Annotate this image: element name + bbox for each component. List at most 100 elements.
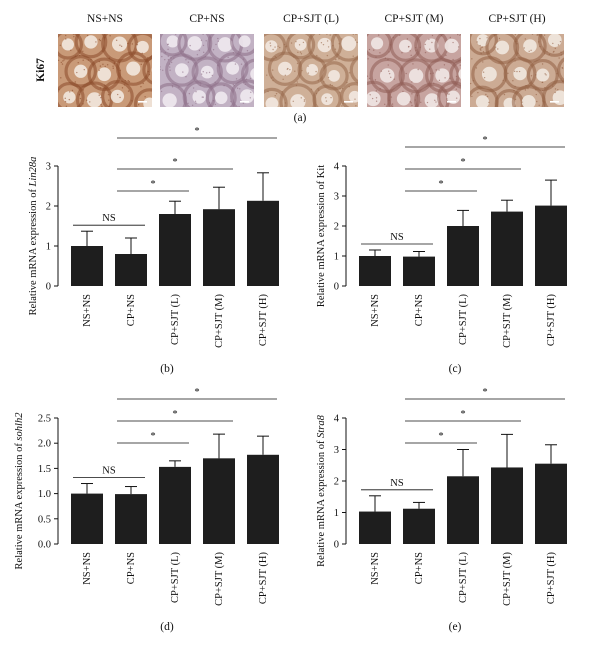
stain-dot	[250, 91, 252, 94]
stain-dot	[98, 38, 101, 41]
stain-dot	[479, 37, 481, 40]
stain-dot	[161, 55, 163, 58]
tubule-ring	[285, 34, 316, 60]
tubule-lumen	[294, 38, 307, 51]
significance-star: *	[172, 409, 177, 420]
stain-dot	[160, 66, 161, 68]
stain-dot	[426, 101, 429, 104]
stain-dot	[86, 34, 89, 37]
stain-dot	[230, 38, 232, 40]
stain-dot	[78, 54, 81, 57]
stain-dot	[212, 99, 215, 102]
ki67-row-label: Ki67	[35, 58, 47, 82]
stain-dot	[546, 51, 548, 53]
stain-dot	[79, 87, 81, 89]
stain-dot	[471, 58, 473, 60]
stain-dot	[71, 89, 74, 92]
stain-dot	[554, 88, 557, 90]
stain-dot	[185, 59, 187, 61]
stain-dot	[340, 38, 343, 40]
stain-dot	[528, 50, 530, 53]
tubule-lumen	[86, 92, 103, 107]
micrograph-image-cp-sjt-h	[470, 34, 564, 107]
tubule-ring	[425, 58, 460, 93]
stain-dot	[503, 93, 506, 96]
category-label: CP+SJT (M)	[214, 294, 225, 348]
tubule-lumen	[396, 91, 411, 106]
stain-dot	[341, 105, 343, 107]
tubule-ring	[230, 79, 254, 107]
stain-dot	[144, 96, 146, 98]
y-tick-label: 4	[334, 414, 340, 425]
stain-dot	[121, 87, 124, 89]
stain-dot	[199, 82, 202, 84]
stain-dot	[272, 69, 274, 71]
significance-star: *	[194, 126, 199, 137]
tubule-lumen	[61, 38, 74, 51]
stain-dot	[472, 79, 475, 82]
chart-e: 0 1 2 3 4 NS+NS CP+NS CP+SJT (L) CP+SJT (M) CP+SJ…	[316, 387, 567, 633]
significance-star: *	[194, 387, 199, 398]
stain-dot	[195, 91, 197, 93]
stain-dot	[482, 51, 485, 53]
bar-cp-sjt-l	[159, 214, 191, 286]
tubule-ring	[449, 59, 461, 89]
stain-dot	[401, 52, 403, 54]
stain-dot	[455, 75, 458, 78]
bar-ns-ns	[359, 256, 391, 286]
tubule-lumen	[217, 37, 233, 52]
stain-dot	[100, 96, 102, 99]
micrograph-label-cp-sjt-m: CP+SJT (M)	[385, 13, 444, 25]
significance-star: *	[150, 431, 155, 442]
stain-dot	[367, 75, 369, 77]
stain-dot	[494, 92, 497, 94]
tubule-lumen	[84, 35, 98, 49]
stain-dot	[334, 48, 337, 50]
stain-dot	[236, 87, 239, 89]
category-label: CP+SJT (H)	[546, 294, 557, 347]
y-axis-label: Relative mRNA expression of Stra8	[316, 414, 327, 566]
stain-dot	[498, 37, 501, 40]
stain-dot	[535, 93, 538, 96]
stain-dot	[355, 34, 357, 36]
stain-dot	[524, 89, 527, 91]
stain-dot	[182, 51, 185, 53]
scale-bar	[447, 101, 456, 103]
stain-dot	[514, 40, 517, 43]
stain-dot	[106, 64, 109, 66]
stain-dot	[530, 49, 532, 52]
y-tick-label: 1	[334, 252, 339, 263]
stain-dot	[356, 41, 358, 44]
stain-dot	[435, 101, 437, 103]
stain-dot	[434, 99, 436, 102]
stain-dot	[374, 79, 377, 81]
category-label: NS+NS	[370, 294, 381, 327]
stain-dot	[552, 51, 555, 53]
stain-dot	[169, 69, 171, 71]
stain-dot	[108, 105, 110, 107]
stain-dot	[175, 34, 177, 35]
micrograph-cp-sjt-l: CP+SJT (L)	[264, 13, 358, 107]
stain-dot	[415, 49, 417, 52]
stain-dot	[289, 68, 291, 71]
stain-dot	[194, 100, 197, 103]
stain-dot	[65, 105, 68, 107]
stain-dot	[166, 43, 169, 46]
stain-dot	[171, 85, 174, 87]
stain-dot	[60, 61, 63, 64]
stain-dot	[380, 70, 383, 72]
stain-dot	[214, 81, 216, 83]
stain-dot	[388, 72, 391, 75]
stain-dot	[72, 34, 75, 35]
ns-label: NS	[390, 232, 404, 243]
stain-dot	[212, 49, 215, 51]
y-axis-label-gene: Stra8	[316, 414, 327, 438]
stain-dot	[541, 81, 543, 84]
stain-dot	[406, 38, 409, 40]
stain-dot	[164, 58, 166, 61]
micrograph-label-ns-ns: NS+NS	[87, 13, 123, 25]
stain-dot	[354, 98, 356, 100]
stain-dot	[405, 72, 407, 75]
stain-dot	[317, 80, 320, 82]
tubule-lumen	[200, 65, 214, 79]
